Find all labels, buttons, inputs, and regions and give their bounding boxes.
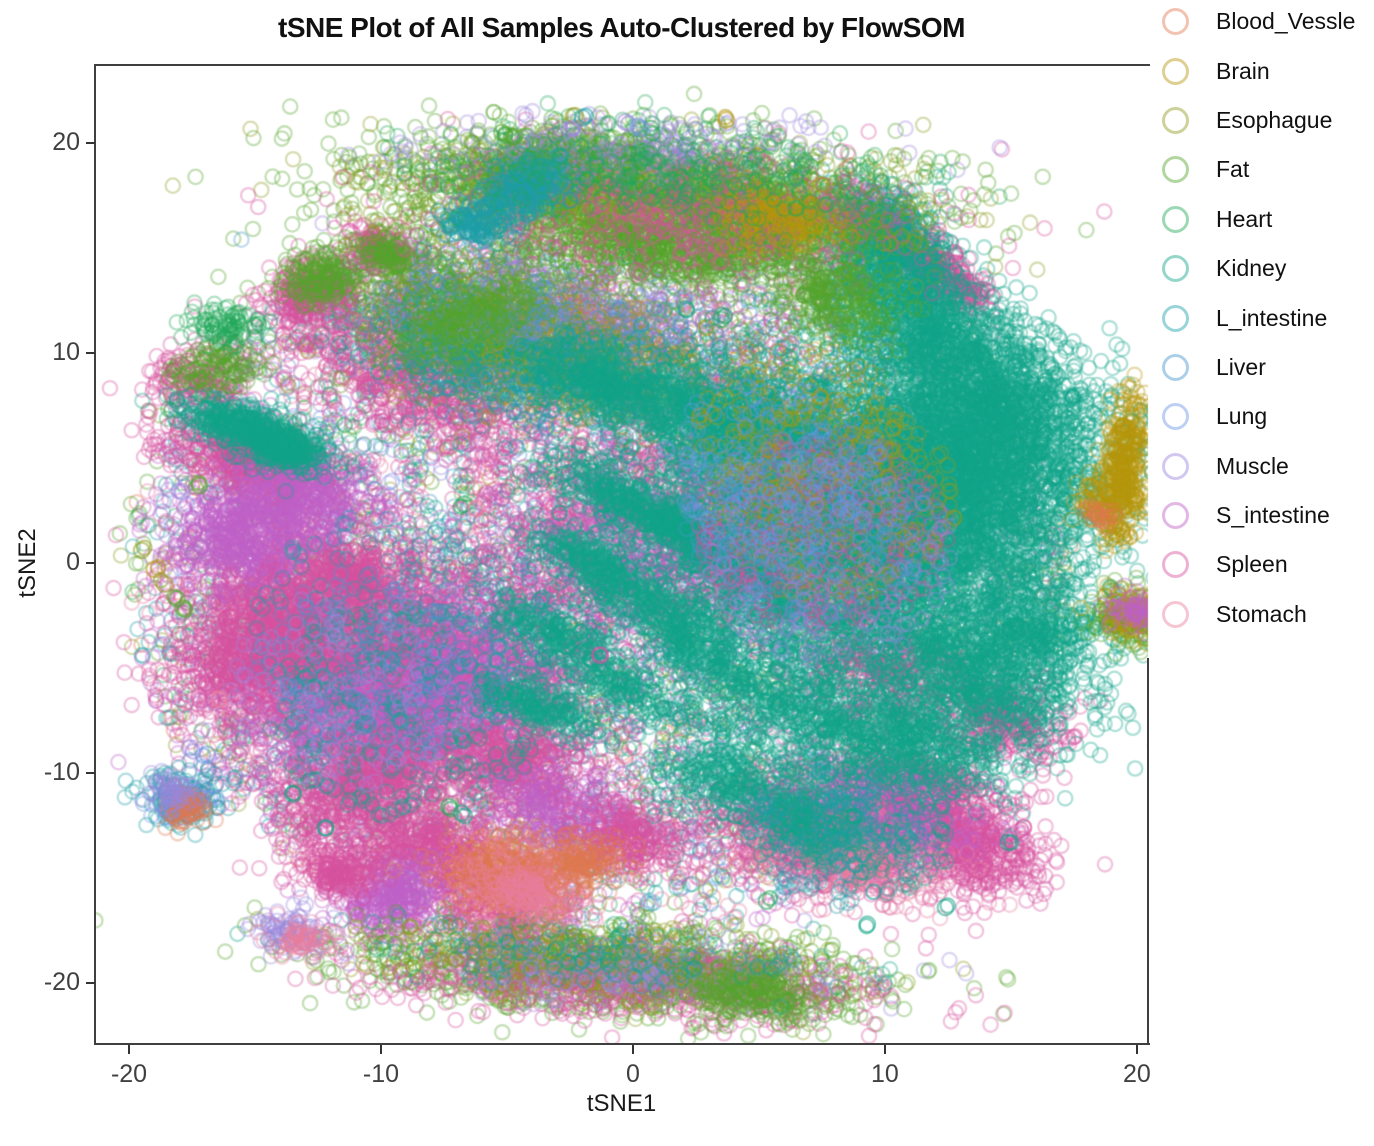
panel-border-right xyxy=(1147,658,1149,1045)
y-tick-mark xyxy=(86,141,95,144)
y-tick-label: -20 xyxy=(43,968,80,997)
y-tick-mark xyxy=(86,982,95,985)
legend-ring-icon xyxy=(1162,502,1189,530)
legend-item-s_intestine: S_intestine xyxy=(1156,491,1355,540)
legend-label: Heart xyxy=(1216,205,1273,232)
legend-item-fat: Fat xyxy=(1156,145,1355,194)
x-tick-mark xyxy=(631,1045,634,1054)
legend-label: S_intestine xyxy=(1216,502,1330,529)
legend-ring-icon xyxy=(1162,255,1189,283)
legend-ring-icon xyxy=(1162,600,1189,628)
y-tick-mark xyxy=(86,351,95,354)
x-tick-mark xyxy=(883,1045,886,1054)
legend-label: Blood_Vessle xyxy=(1216,8,1356,35)
legend-label: Muscle xyxy=(1216,452,1289,479)
x-tick-label: 20 xyxy=(1123,1060,1151,1088)
legend-item-muscle: Muscle xyxy=(1156,442,1355,491)
x-tick-label: 10 xyxy=(871,1060,899,1088)
legend-item-lung: Lung xyxy=(1156,392,1355,441)
x-tick-label: -10 xyxy=(362,1060,400,1088)
legend-ring-icon xyxy=(1162,156,1189,184)
legend-item-esophague: Esophague xyxy=(1156,96,1355,145)
legend-ring-icon xyxy=(1162,403,1189,431)
legend-ring-icon xyxy=(1162,452,1189,480)
panel-border-bottom xyxy=(95,1043,1150,1045)
legend-label: Stomach xyxy=(1216,600,1307,627)
legend-label: Brain xyxy=(1216,57,1270,84)
legend-label: Kidney xyxy=(1216,255,1287,282)
legend-item-heart: Heart xyxy=(1156,195,1355,244)
legend-label: L_intestine xyxy=(1216,304,1328,331)
y-tick-mark xyxy=(86,562,95,564)
x-tick-mark xyxy=(128,1045,131,1054)
y-tick-label: 10 xyxy=(52,337,80,366)
panel-border-top xyxy=(95,64,1150,66)
legend-label: Esophague xyxy=(1216,106,1333,133)
legend-ring-icon xyxy=(1162,353,1189,381)
panel-border-left xyxy=(94,64,96,1045)
legend-label: Liver xyxy=(1216,353,1266,380)
legend-label: Lung xyxy=(1216,403,1268,430)
legend-ring-icon xyxy=(1162,106,1189,134)
x-tick-label: -20 xyxy=(110,1060,148,1088)
legend-label: Spleen xyxy=(1216,551,1288,578)
legend-item-spleen: Spleen xyxy=(1156,540,1355,589)
legend-item-brain: Brain xyxy=(1156,46,1355,95)
legend: Blood_Vessle Brain Esophague Fat Heart Kidney… xyxy=(1156,0,1355,639)
legend-item-l_intestine: L_intestine xyxy=(1156,293,1355,342)
legend-ring-icon xyxy=(1162,205,1189,233)
legend-item-blood_vessle: Blood_Vessle xyxy=(1156,0,1355,46)
x-axis-title: tSNE1 xyxy=(586,1090,657,1117)
legend-ring-icon xyxy=(1162,8,1189,36)
y-tick-label: 20 xyxy=(52,127,80,156)
x-tick-mark xyxy=(1135,1045,1138,1054)
y-tick-label: -10 xyxy=(43,758,80,787)
legend-label: Fat xyxy=(1216,156,1250,183)
y-tick-mark xyxy=(86,772,95,775)
y-tick-label: 0 xyxy=(66,548,80,576)
legend-item-kidney: Kidney xyxy=(1156,244,1355,293)
x-tick-label: 0 xyxy=(626,1060,640,1088)
legend-item-liver: Liver xyxy=(1156,343,1355,392)
legend-ring-icon xyxy=(1162,304,1189,332)
legend-ring-icon xyxy=(1162,57,1189,85)
legend-item-stomach: Stomach xyxy=(1156,590,1355,639)
legend-ring-icon xyxy=(1162,551,1189,579)
chart-title: tSNE Plot of All Samples Auto-Clustered … xyxy=(278,12,965,43)
x-tick-mark xyxy=(379,1045,382,1054)
